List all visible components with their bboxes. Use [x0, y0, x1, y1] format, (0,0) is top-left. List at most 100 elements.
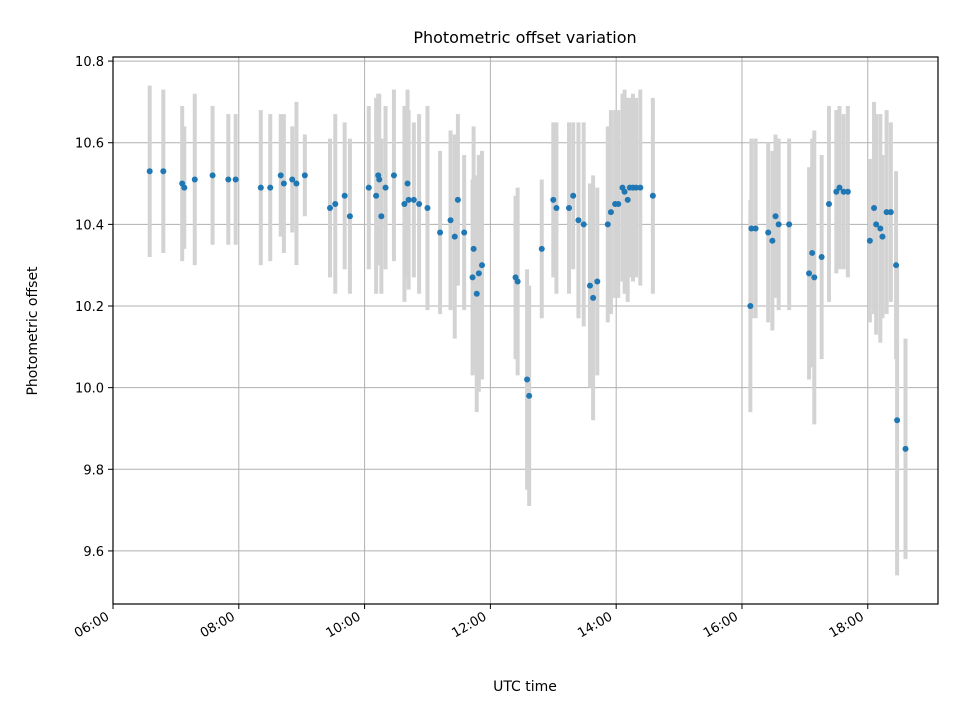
- data-point: [277, 172, 284, 179]
- data-point: [376, 176, 383, 183]
- data-point: [566, 205, 573, 212]
- data-point: [341, 192, 348, 199]
- data-point: [871, 205, 878, 212]
- data-point: [209, 172, 216, 179]
- data-point: [478, 262, 485, 269]
- data-point: [401, 200, 408, 207]
- data-point: [624, 196, 631, 203]
- data-point: [887, 209, 894, 216]
- data-point: [825, 200, 832, 207]
- data-point: [289, 176, 296, 183]
- data-points: [146, 168, 909, 452]
- data-point: [649, 192, 656, 199]
- data-point: [550, 196, 557, 203]
- data-point: [267, 184, 274, 191]
- data-point: [748, 225, 755, 232]
- data-point: [447, 217, 454, 224]
- data-point: [840, 188, 847, 195]
- data-point: [390, 172, 397, 179]
- data-point: [454, 196, 461, 203]
- data-point: [775, 221, 782, 228]
- data-point: [538, 245, 545, 252]
- data-point: [524, 376, 531, 383]
- data-point: [833, 188, 840, 195]
- chart-title: Photometric offset variation: [413, 28, 636, 47]
- data-point: [607, 209, 614, 216]
- data-point: [836, 184, 843, 191]
- data-point: [806, 270, 813, 277]
- data-point: [160, 168, 167, 175]
- data-point: [570, 192, 577, 199]
- data-point: [373, 192, 380, 199]
- data-point: [894, 417, 901, 424]
- data-point: [332, 200, 339, 207]
- data-point: [146, 168, 153, 175]
- y-tick-label: 10.0: [75, 382, 104, 397]
- data-point: [326, 205, 333, 212]
- data-point: [604, 221, 611, 228]
- y-tick-label: 10.6: [75, 137, 104, 152]
- data-point: [809, 249, 816, 256]
- data-point: [586, 282, 593, 289]
- data-point: [280, 180, 287, 187]
- y-axis-label: Photometric offset: [25, 266, 41, 396]
- data-point: [893, 262, 900, 269]
- data-point: [382, 184, 389, 191]
- data-point: [378, 213, 385, 220]
- data-point: [365, 184, 372, 191]
- data-point: [883, 209, 890, 216]
- data-point: [191, 176, 198, 183]
- data-point: [526, 392, 533, 399]
- data-point: [877, 225, 884, 232]
- data-point: [765, 229, 772, 236]
- data-point: [405, 196, 412, 203]
- data-point: [747, 303, 754, 310]
- data-point: [633, 184, 640, 191]
- data-point: [346, 213, 353, 220]
- data-point: [225, 176, 232, 183]
- data-point: [410, 196, 417, 203]
- plot-frame: [112, 56, 939, 605]
- data-point: [621, 188, 628, 195]
- data-point: [232, 176, 239, 183]
- y-tick-label: 9.6: [83, 545, 104, 560]
- data-point: [575, 217, 582, 224]
- y-tick-label: 10.8: [75, 55, 104, 70]
- data-point: [469, 274, 476, 281]
- data-point: [514, 278, 521, 285]
- data-point: [416, 200, 423, 207]
- data-point: [786, 221, 793, 228]
- data-point: [181, 184, 188, 191]
- data-point: [818, 254, 825, 261]
- data-point: [590, 294, 597, 301]
- data-point: [873, 221, 880, 228]
- y-tick-label: 9.8: [83, 463, 104, 478]
- data-point: [752, 225, 759, 232]
- data-point: [902, 445, 909, 452]
- data-point: [475, 270, 482, 277]
- y-axis: 9.6 9.8 10.0 10.2 10.4 10.6 10.8: [75, 55, 113, 560]
- data-point: [424, 205, 431, 212]
- data-point: [811, 274, 818, 281]
- data-point: [866, 237, 873, 244]
- data-point: [257, 184, 264, 191]
- data-point: [461, 229, 468, 236]
- data-point: [594, 278, 601, 285]
- data-point: [404, 180, 411, 187]
- y-tick-label: 10.4: [75, 218, 104, 233]
- data-point: [553, 205, 560, 212]
- data-point: [293, 180, 300, 187]
- data-point: [580, 221, 587, 228]
- data-point: [615, 200, 622, 207]
- data-point: [844, 188, 851, 195]
- x-axis-label: UTC time: [493, 679, 557, 695]
- data-point: [473, 290, 480, 297]
- data-point: [470, 245, 477, 252]
- data-point: [451, 233, 458, 240]
- data-point: [879, 233, 886, 240]
- data-point: [769, 237, 776, 244]
- data-point: [637, 184, 644, 191]
- data-point: [437, 229, 444, 236]
- y-tick-label: 10.2: [75, 300, 104, 315]
